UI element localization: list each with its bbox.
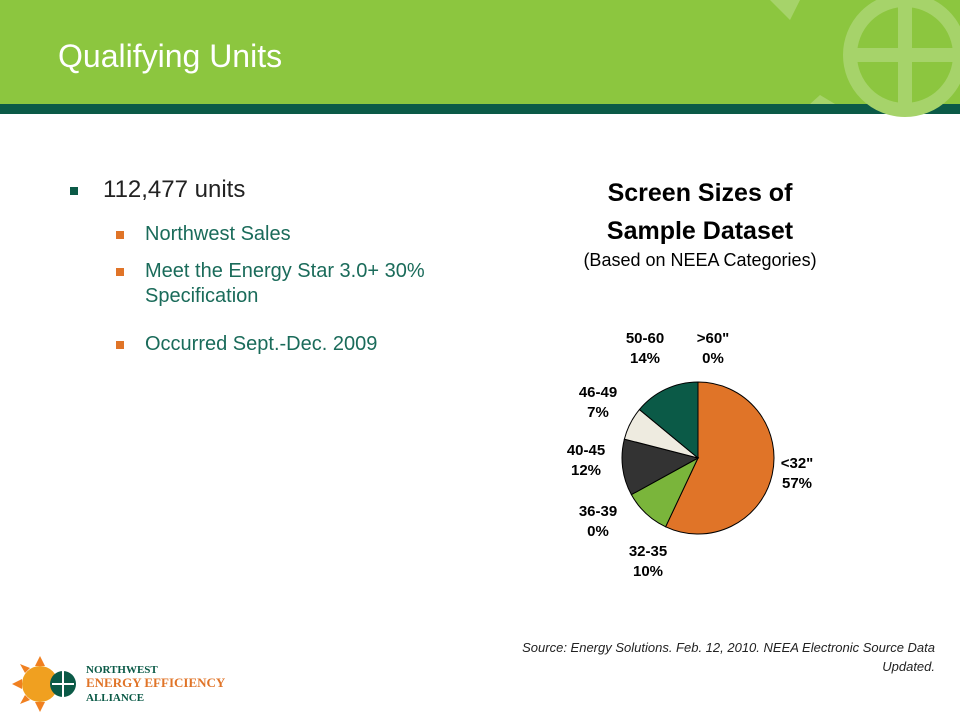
slice-value-label: 0% (587, 523, 609, 540)
sun-rays (770, 0, 835, 104)
sub-bullet-text: Northwest Sales (145, 223, 291, 245)
slice-label: 46-49 (579, 384, 617, 401)
bullet-text: 112,477 units (103, 176, 246, 203)
sub-bullet (116, 231, 124, 239)
sub-bullet (116, 268, 124, 276)
logo-text: ALLIANCE (86, 692, 144, 704)
header-stripe (0, 104, 960, 114)
chart-title: Screen Sizes of Sample Dataset (606, 179, 794, 245)
pie-chart: <32" 57% 32-35 10% 36-39 0% 40-45 12% 46-49 7% 50-… (567, 330, 813, 580)
sub-bullet-text: Occurred Sept.-Dec. 2009 (145, 333, 378, 355)
source-note: Source: Energy Solutions. Feb. 12, 2010.… (522, 640, 935, 674)
logo-text: NORTHWEST (86, 664, 158, 676)
slice-value-label: 10% (633, 563, 663, 580)
chart-subtitle: (Based on NEEA Categories) (583, 250, 817, 270)
pie-slice (638, 381, 699, 460)
pie-slice (664, 381, 775, 535)
logo-mark (12, 656, 76, 712)
slice-value-label: 0% (702, 350, 724, 367)
sub-bullet-text: Meet the Energy Star 3.0+ 30% Specificat… (145, 260, 425, 307)
slice-label: 36-39 (579, 503, 617, 520)
slice-value-label: 14% (630, 350, 660, 367)
slice-value-label: 7% (587, 404, 609, 421)
logo-text: ENERGY EFFICIENCY (86, 675, 226, 690)
slice-label: 40-45 (567, 442, 605, 459)
slide-title: Qualifying Units (58, 38, 283, 74)
sub-bullet (116, 341, 124, 349)
header-bar (0, 0, 960, 104)
slice-label: >60" (697, 330, 730, 347)
sun-decoration (843, 0, 960, 117)
bullet (70, 187, 78, 195)
slice-label: 32-35 (629, 543, 667, 560)
slice-value-label: 12% (571, 462, 601, 479)
slice-label: <32" (781, 455, 814, 472)
slice-label: 50-60 (626, 330, 664, 347)
slice-value-label: 57% (782, 475, 812, 492)
